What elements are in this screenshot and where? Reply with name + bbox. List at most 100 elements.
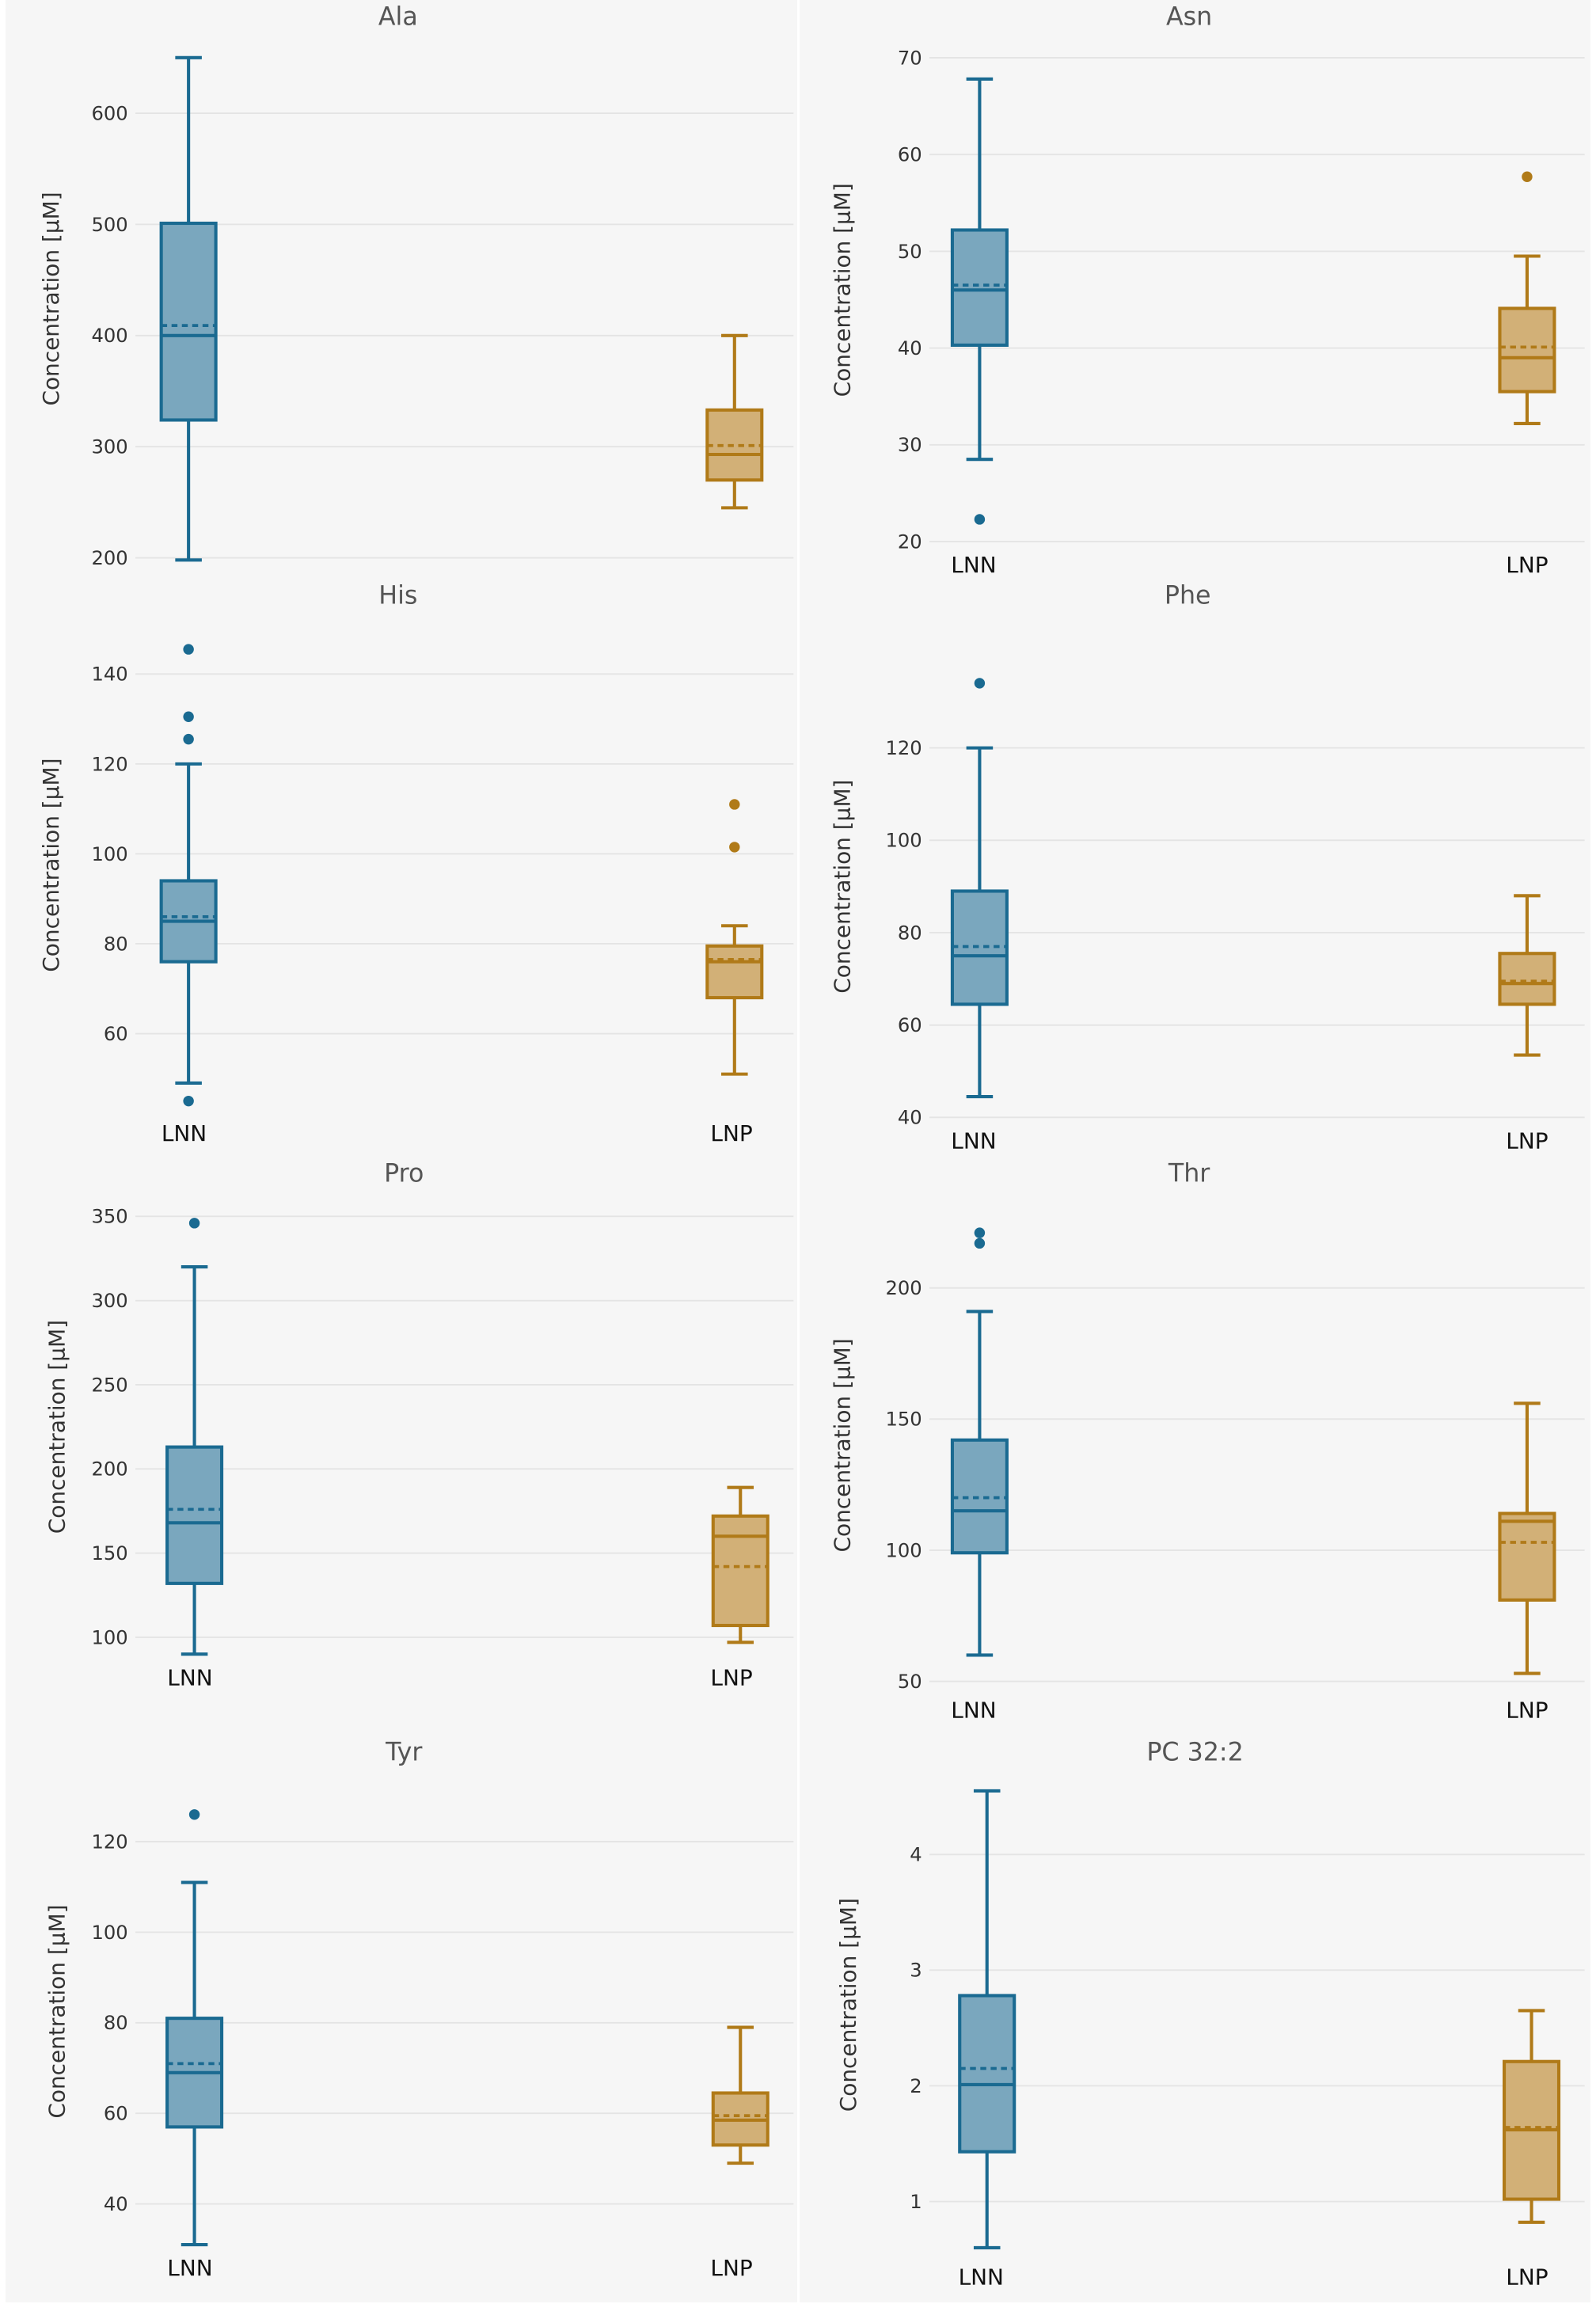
y-tick-label: 150 xyxy=(92,1542,128,1565)
y-tick-label: 4 xyxy=(910,1844,922,1866)
box-lnp xyxy=(1503,2009,1561,2224)
y-tick-label: 60 xyxy=(104,2103,128,2125)
y-axis-label: Concentration [µM] xyxy=(830,1339,856,1553)
chart-title: Phe xyxy=(1165,581,1211,610)
chart-title: PC 32:2 xyxy=(1147,1739,1244,1767)
chart-svg: 100 150 200 250 300 350 Pro Concentration [µM] L… xyxy=(44,1160,794,1691)
box-lnp xyxy=(705,798,764,1076)
chart-svg: 40 60 80 100 120 Tyr Concentration [µM] LNN LNP xyxy=(44,1739,794,2281)
y-tick-label: 140 xyxy=(92,663,128,685)
y-tick-label: 40 xyxy=(104,2193,128,2215)
iqr-box xyxy=(712,1515,770,1628)
iqr-box xyxy=(951,228,1009,347)
chart-svg: 1 2 3 4 PC 32:2 Concentration [µM] LNN LNP xyxy=(835,1739,1585,2290)
x-category-label: LNN xyxy=(952,1127,997,1154)
y-tick-label: 300 xyxy=(92,1290,128,1312)
box-lnn xyxy=(951,1227,1009,1657)
y-tick-label: 60 xyxy=(898,144,922,166)
outlier-point xyxy=(189,1809,200,1820)
y-tick-label: 60 xyxy=(898,1014,922,1036)
x-category-label: LNN xyxy=(952,552,997,578)
y-tick-label: 20 xyxy=(898,530,922,553)
chart-svg: 40 60 80 100 120 Phe Concentration [µM] LNN LNP xyxy=(830,581,1585,1154)
chart-title: His xyxy=(379,581,418,610)
y-tick-label: 100 xyxy=(886,1540,922,1562)
y-tick-label: 100 xyxy=(886,829,922,851)
x-category-label: LNP xyxy=(711,2255,753,2281)
y-tick-label: 300 xyxy=(92,436,128,458)
iqr-box xyxy=(705,944,764,999)
y-axis-label: Concentration [µM] xyxy=(44,1905,70,2119)
y-tick-label: 100 xyxy=(92,1627,128,1649)
chart-svg: 50 100 150 200 Thr Concentration [µM] LNN LNP xyxy=(830,1160,1585,1724)
chart-panel-phe: 40 60 80 100 120 Phe Concentration [µM] LNN LNP xyxy=(800,578,1591,1158)
y-tick-label: 60 xyxy=(104,1023,128,1045)
box-lnn xyxy=(160,55,218,562)
y-tick-label: 200 xyxy=(886,1277,922,1299)
outlier-point xyxy=(1522,171,1533,182)
y-tick-label: 120 xyxy=(92,753,128,775)
x-category-label: LNN xyxy=(162,1120,207,1146)
iqr-box xyxy=(1498,951,1556,1006)
outlier-point xyxy=(974,514,986,525)
chart-svg: 60 80 100 120 140 His Concentration [µM] LNN LNP xyxy=(39,581,794,1146)
outlier-point xyxy=(974,677,986,689)
y-tick-label: 50 xyxy=(898,1671,922,1693)
box-lnp xyxy=(1498,893,1556,1057)
x-category-label: LNP xyxy=(1507,1127,1548,1154)
chart-svg: 20 30 40 50 60 70 Asn Concentration [µM] LNN LNP xyxy=(830,3,1585,578)
chart-panel-his: 60 80 100 120 140 His Concentration [µM] LNN LNP xyxy=(6,578,797,1158)
box-lnp xyxy=(1498,171,1556,426)
x-category-label: LNN xyxy=(952,1698,997,1724)
y-tick-label: 150 xyxy=(886,1409,922,1431)
chart-panel-asn: 20 30 40 50 60 70 Asn Concentration [µM] LNN LNP xyxy=(800,0,1591,579)
outlier-point xyxy=(189,1218,200,1229)
outlier-point xyxy=(183,711,195,722)
y-axis-label: Concentration [µM] xyxy=(39,758,65,971)
x-category-label: LNP xyxy=(1507,552,1548,578)
y-axis-label: Concentration [µM] xyxy=(39,192,65,405)
y-tick-label: 200 xyxy=(92,547,128,569)
box-lnp xyxy=(1498,1401,1556,1676)
chart-panel-pro: 100 150 200 250 300 350 Pro Concentration [µM] L… xyxy=(6,1157,797,1736)
chart-title: Thr xyxy=(1168,1160,1210,1188)
box-lnn xyxy=(951,677,1009,1098)
y-tick-label: 250 xyxy=(92,1374,128,1397)
x-category-label: LNP xyxy=(711,1120,753,1146)
iqr-box xyxy=(1498,1511,1556,1603)
x-category-label: LNN xyxy=(168,2255,213,2281)
chart-title: Tyr xyxy=(386,1739,424,1767)
chart-panel-thr: 50 100 150 200 Thr Concentration [µM] LNN LNP xyxy=(800,1157,1591,1736)
y-tick-label: 500 xyxy=(92,214,128,236)
iqr-box xyxy=(958,1994,1016,2154)
y-tick-label: 120 xyxy=(886,737,922,759)
y-tick-label: 120 xyxy=(92,1831,128,1853)
box-lnn xyxy=(160,644,218,1107)
y-axis-label: Concentration [µM] xyxy=(830,779,856,993)
box-lnn xyxy=(165,1218,224,1656)
outlier-point xyxy=(974,1238,986,1249)
box-lnn xyxy=(951,77,1009,525)
y-tick-label: 3 xyxy=(910,1960,922,1982)
outlier-point xyxy=(729,798,740,810)
iqr-box xyxy=(1498,306,1556,394)
y-tick-label: 600 xyxy=(92,102,128,124)
y-tick-label: 100 xyxy=(92,1922,128,1944)
y-tick-label: 30 xyxy=(898,434,922,456)
y-tick-label: 80 xyxy=(104,933,128,955)
y-tick-label: 70 xyxy=(898,47,922,69)
y-tick-label: 40 xyxy=(898,337,922,359)
y-axis-label: Concentration [µM] xyxy=(830,183,856,397)
chart-panel-pc-32-2: 1 2 3 4 PC 32:2 Concentration [µM] LNN LNP xyxy=(800,1736,1591,2302)
box-lnn xyxy=(165,1809,224,2247)
chart-title: Ala xyxy=(378,3,418,32)
y-tick-label: 40 xyxy=(898,1106,922,1128)
y-tick-label: 400 xyxy=(92,325,128,347)
x-category-label: LNP xyxy=(1507,1698,1548,1724)
box-lnp xyxy=(712,2025,770,2165)
x-category-label: LNN xyxy=(959,2264,1004,2290)
x-category-label: LNP xyxy=(1507,2264,1548,2290)
y-tick-label: 1 xyxy=(910,2191,922,2213)
y-tick-label: 100 xyxy=(92,842,128,865)
